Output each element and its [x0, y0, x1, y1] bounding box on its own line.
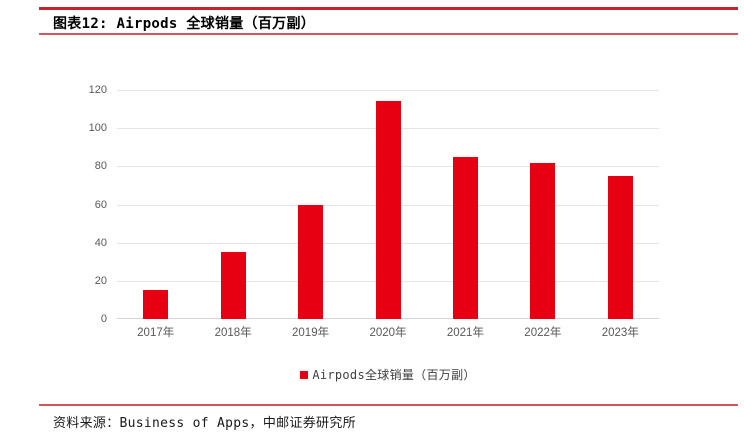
y-axis-label-100: 100	[88, 122, 107, 135]
legend-label: Airpods全球销量（百万副）	[312, 368, 476, 382]
y-axis-label-20: 20	[94, 274, 107, 287]
bar-2020年	[375, 101, 401, 319]
y-axis-label-60: 60	[94, 198, 107, 211]
chart-legend: Airpods全球销量（百万副）	[117, 366, 659, 383]
x-axis-label-2017年: 2017年	[137, 327, 175, 339]
bar-2021年	[452, 156, 478, 319]
bar-2023年	[607, 175, 633, 319]
top-rule	[39, 7, 738, 10]
y-axis-label-80: 80	[94, 160, 107, 173]
x-axis-label-2021年: 2021年	[446, 327, 484, 339]
x-axis-label-2018年: 2018年	[214, 327, 252, 339]
source-divider-rule	[39, 404, 738, 406]
legend-square-icon	[300, 370, 309, 379]
title-underline-rule	[39, 33, 738, 35]
bar-2017年	[143, 290, 169, 319]
x-axis-label-2020年: 2020年	[369, 327, 407, 339]
bar-2022年	[530, 162, 556, 319]
x-axis-label-2022年: 2022年	[524, 327, 562, 339]
y-axis-label-40: 40	[94, 236, 107, 249]
y-axis-label-120: 120	[88, 84, 107, 96]
bar-2018年	[220, 252, 246, 319]
y-axis-label-0: 0	[100, 313, 107, 325]
plot-area	[117, 90, 659, 319]
bar-2019年	[298, 204, 324, 319]
figure-title: 图表12: Airpods 全球销量（百万副）	[53, 16, 316, 32]
x-axis-label-2019年: 2019年	[292, 327, 330, 339]
gridline-120	[117, 90, 659, 91]
source-attribution: 资料来源：Business of Apps，中邮证券研究所	[53, 416, 356, 431]
x-axis-label-2023年: 2023年	[601, 327, 639, 339]
